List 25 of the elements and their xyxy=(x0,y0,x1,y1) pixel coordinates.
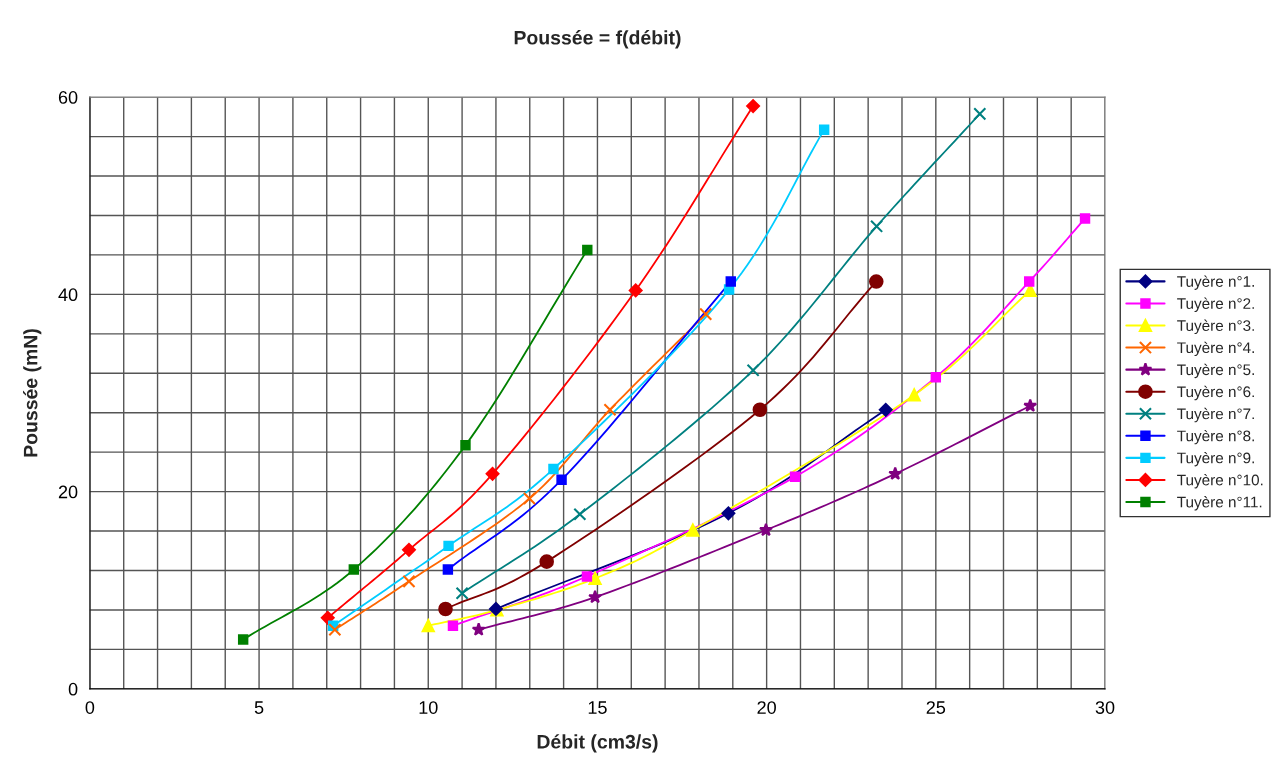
x-tick-label: 0 xyxy=(85,701,95,714)
x-tick-label: 15 xyxy=(588,701,607,714)
y-axis-title: Poussée (mN) xyxy=(23,329,42,457)
legend-label: Tuyère n°1. xyxy=(1177,275,1254,290)
legend-label: Tuyère n°2. xyxy=(1177,297,1254,312)
legend-label: Tuyère n°7. xyxy=(1177,407,1254,423)
x-tick-label: 5 xyxy=(254,701,264,714)
x-tick-label: 10 xyxy=(419,701,438,714)
y-tick-label: 0 xyxy=(68,682,78,696)
x-tick-label: 20 xyxy=(757,701,776,714)
y-tick-label: 20 xyxy=(58,485,78,499)
x-tick-label: 25 xyxy=(926,701,946,714)
legend-label: Tuyère n°8. xyxy=(1177,429,1254,445)
chart-title: Poussée = f(débit) xyxy=(514,30,681,49)
x-tick-label: 30 xyxy=(1095,701,1115,714)
y-tick-label: 60 xyxy=(58,91,78,104)
legend-label: Tuyère n°3. xyxy=(1177,319,1254,335)
x-axis-title: Débit (cm3/s) xyxy=(537,734,658,753)
legend-label: Tuyère n°11. xyxy=(1177,496,1262,511)
legend-label: Tuyère n°9. xyxy=(1177,451,1254,467)
legend-label: Tuyère n°5. xyxy=(1177,363,1254,379)
legend-label: Tuyère n°6. xyxy=(1177,385,1254,401)
y-tick-label: 40 xyxy=(58,288,78,302)
legend-label: Tuyère n°10. xyxy=(1177,474,1263,489)
legend-label: Tuyère n°4. xyxy=(1177,341,1254,357)
